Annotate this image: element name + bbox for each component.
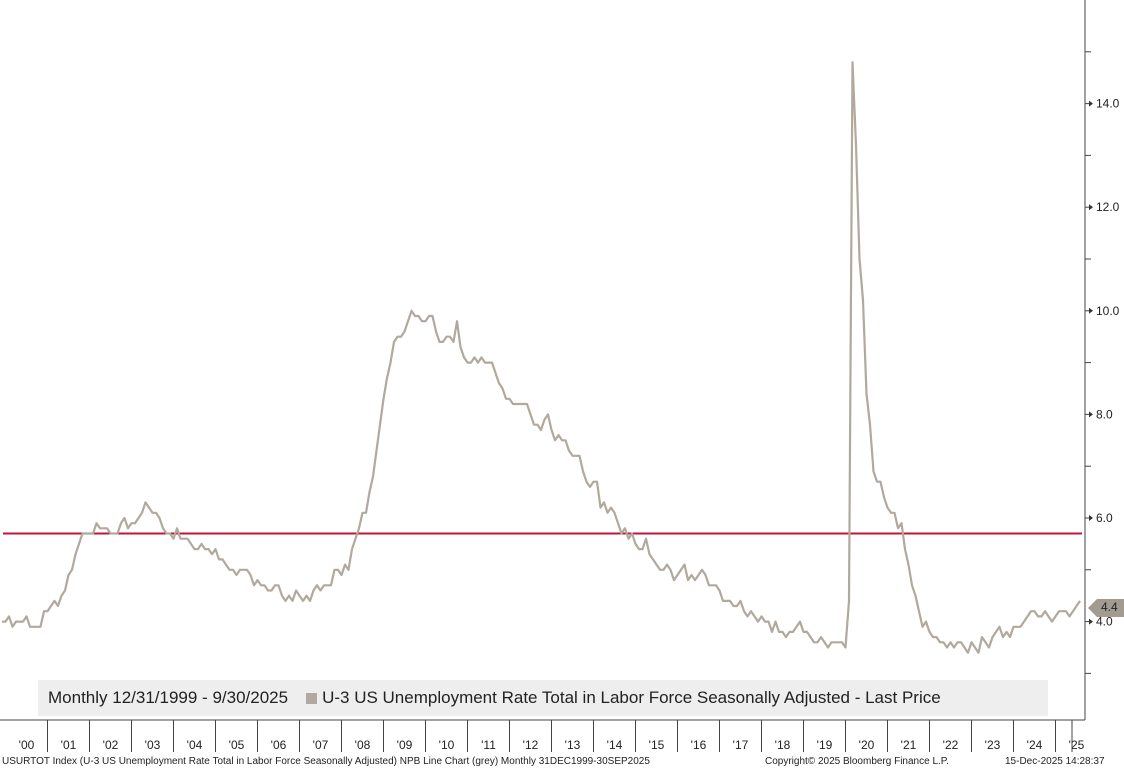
y-tick-marker [1089,307,1093,314]
x-tick-label: '23 [985,738,1001,752]
x-tick-label: '06 [271,738,287,752]
y-tick-label: 12.0 [1096,200,1120,214]
y-tick-marker [1089,618,1093,625]
x-tick-label: '21 [901,738,917,752]
x-tick-label: '08 [355,738,371,752]
y-tick-label: 6.0 [1096,511,1113,525]
y-tick-label: 14.0 [1096,97,1120,111]
x-tick-label: '22 [943,738,959,752]
y-tick-label: 4.0 [1096,615,1113,629]
x-tick-label: '17 [733,738,749,752]
last-value-tag: 4.4 [1088,598,1124,618]
x-tick-label: '14 [607,738,623,752]
x-tick-label: '00 [19,738,35,752]
x-tick-label: '10 [439,738,455,752]
footer-copyright: Copyright© 2025 Bloomberg Finance L.P. [765,756,949,767]
x-tick-label: '07 [313,738,329,752]
y-tick-marker [1089,204,1093,211]
legend-box: Monthly 12/31/1999 - 9/30/2025 U-3 US Un… [38,680,1048,716]
legend-swatch [306,692,318,704]
y-tick-marker [1089,100,1093,107]
footer-description: USURTOT Index (U-3 US Unemployment Rate … [2,756,650,767]
x-tick-label: '09 [397,738,413,752]
x-tick-label: '15 [649,738,665,752]
x-tick-label: '25 [1069,738,1085,752]
x-tick-label: '16 [691,738,707,752]
series-line-unemployment-rate [2,61,1081,654]
y-tick-label: 8.0 [1096,407,1113,421]
legend-series-label: U-3 US Unemployment Rate Total in Labor … [322,688,941,707]
x-tick-label: '03 [145,738,161,752]
x-tick-label: '24 [1027,738,1043,752]
y-tick-marker [1089,411,1093,418]
x-tick-label: '02 [103,738,119,752]
legend-period: Monthly 12/31/1999 - 9/30/2025 [48,688,289,707]
x-tick-label: '12 [523,738,539,752]
x-tick-label: '11 [481,738,496,752]
y-tick-label: 10.0 [1096,304,1120,318]
x-tick-label: '19 [817,738,833,752]
x-tick-label: '01 [61,738,77,752]
footer-timestamp: 15-Dec-2025 14:28:37 [1005,756,1105,767]
x-tick-label: '05 [229,738,245,752]
x-tick-label: '18 [775,738,791,752]
y-tick-marker [1089,514,1093,521]
last-value-label: 4.4 [1101,600,1118,614]
x-tick-label: '13 [565,738,581,752]
x-tick-label: '04 [187,738,203,752]
x-tick-label: '20 [859,738,875,752]
